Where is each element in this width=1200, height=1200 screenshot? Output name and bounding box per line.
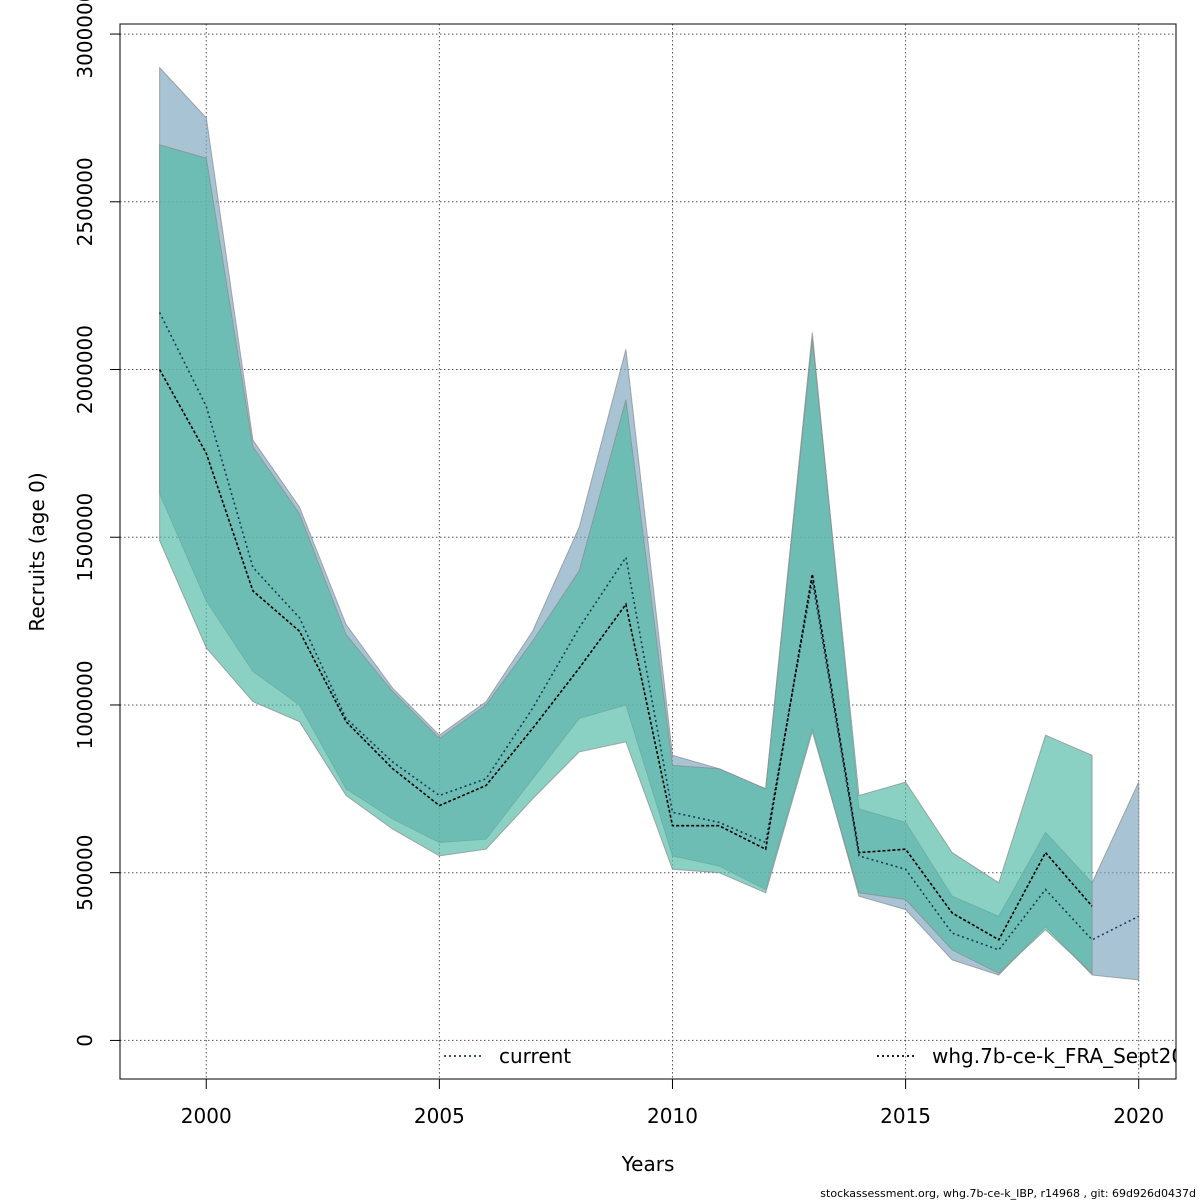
- y-tick-label: 2500000: [73, 157, 97, 246]
- x-tick-label: 2015: [880, 1104, 931, 1128]
- x-tick-label: 2005: [414, 1104, 465, 1128]
- plot-frame: [119, 23, 1177, 1080]
- x-tick-label: 2010: [647, 1104, 698, 1128]
- y-tick-label: 3000000: [73, 0, 97, 79]
- confidence-band-1: [159, 66, 1140, 981]
- series-line-1: [158, 312, 1140, 951]
- x-axis-title: Years: [621, 1152, 675, 1176]
- y-tick-label: 1000000: [73, 660, 97, 749]
- estimate-lines: [158, 312, 1140, 951]
- x-tick-label: 2020: [1113, 1104, 1164, 1128]
- series-line-2: [158, 369, 1093, 941]
- x-tick-label: 2000: [181, 1104, 232, 1128]
- legend-label-1: current: [499, 1044, 571, 1068]
- y-tick-label: 0: [73, 1034, 97, 1047]
- footer-credit: stockassessment.org, whg.7b-ce-k_IBP, r1…: [820, 1187, 1196, 1200]
- y-axis-title: Recruits (age 0): [25, 472, 49, 631]
- y-tick-label: 500000: [73, 835, 97, 911]
- y-tick-label: 2000000: [73, 325, 97, 414]
- legend: current whg.7b-ce-k_FRA_Sept20: [444, 1044, 1184, 1068]
- confidence-bands: [159, 66, 1140, 981]
- legend-label-2: whg.7b-ce-k_FRA_Sept20: [932, 1044, 1184, 1068]
- y-tick-label: 1500000: [73, 493, 97, 582]
- axes: 2000 2005 2010 2015 2020 0 500000 1000000 150000…: [73, 0, 1164, 1128]
